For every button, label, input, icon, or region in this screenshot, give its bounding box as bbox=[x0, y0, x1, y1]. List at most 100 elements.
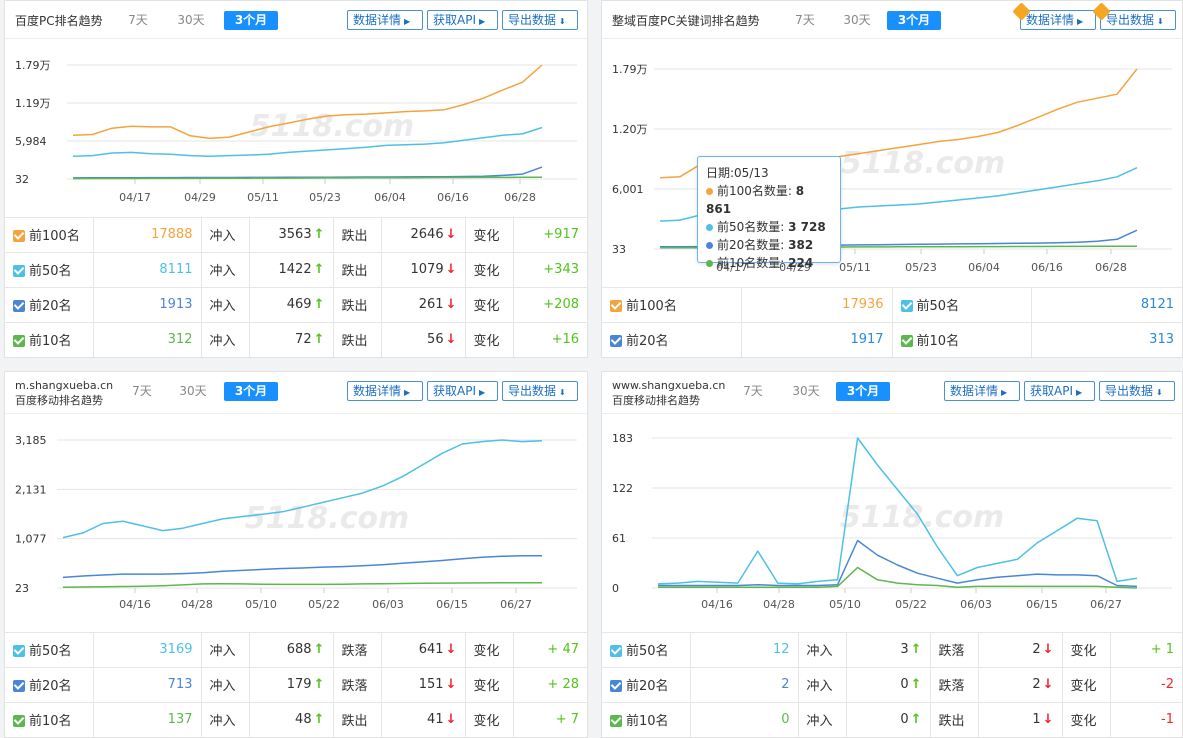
button-label: 导出数据 bbox=[508, 13, 557, 27]
out-label: 跌出 bbox=[333, 321, 382, 357]
tab-30d[interactable]: 30天 bbox=[177, 13, 205, 27]
get-api-button[interactable]: 获取API ▶ bbox=[427, 381, 498, 401]
grid-label: 前10名 bbox=[916, 334, 960, 350]
out-label: 跌落 bbox=[333, 666, 382, 702]
series-line-top10[interactable] bbox=[658, 566, 1138, 589]
panel-baidu-pc-trend: 百度PC排名趋势 7天 30天 3个月 数据详情 ▶ 获取API ▶ 导出数据 ⬇ 1… bbox=[4, 0, 588, 358]
change-label: 变化 bbox=[1062, 666, 1111, 702]
series-checkbox[interactable] bbox=[610, 645, 622, 657]
series-checkbox[interactable] bbox=[13, 645, 25, 657]
tab-3m[interactable]: 3个月 bbox=[224, 11, 278, 30]
series-checkbox[interactable] bbox=[610, 335, 622, 348]
tab-3m[interactable]: 3个月 bbox=[887, 11, 941, 30]
in-cell: 688 ↑ bbox=[249, 631, 334, 667]
series-line-top50[interactable] bbox=[62, 439, 543, 539]
x-tick-label: 06/03 bbox=[960, 598, 992, 611]
table-row: 前50名 3169 冲入 688 ↑ 跌落 641 ↓ 变化 + 47 bbox=[5, 631, 587, 667]
button-label: 数据详情 bbox=[950, 384, 999, 398]
tab-30d[interactable]: 30天 bbox=[792, 384, 820, 398]
arrow-up-icon: ↑ bbox=[313, 642, 325, 657]
arrow-down-icon: ↓ bbox=[445, 297, 457, 312]
grid-value: 8121 bbox=[1031, 286, 1182, 322]
out-value: 2 bbox=[1032, 642, 1041, 657]
change-label: 变化 bbox=[1062, 701, 1111, 737]
tab-30d[interactable]: 30天 bbox=[843, 13, 871, 27]
get-api-button[interactable]: 获取API ▶ bbox=[427, 10, 498, 30]
out-cell: 151 ↓ bbox=[381, 666, 466, 702]
series-line-top50[interactable] bbox=[72, 126, 543, 157]
triangle-right-icon: ▶ bbox=[1076, 388, 1083, 397]
row-value: 3169 bbox=[93, 631, 202, 667]
series-checkbox[interactable] bbox=[610, 300, 622, 312]
data-detail-button[interactable]: 数据详情 ▶ bbox=[347, 381, 423, 401]
export-data-button[interactable]: 导出数据 ⬇ bbox=[1092, 2, 1176, 30]
change-label: 变化 bbox=[465, 666, 514, 702]
arrow-up-icon: ↑ bbox=[910, 712, 922, 728]
series-checkbox[interactable] bbox=[13, 335, 25, 348]
tab-3m[interactable]: 3个月 bbox=[836, 382, 890, 401]
triangle-right-icon: ▶ bbox=[404, 17, 411, 26]
change-value: +917 bbox=[513, 216, 587, 252]
series-checkbox[interactable] bbox=[900, 300, 913, 312]
tab-7d[interactable]: 7天 bbox=[743, 384, 763, 398]
tooltip-value: 3 728 bbox=[788, 220, 826, 234]
y-tick-label: 2,131 bbox=[15, 483, 47, 496]
change-label: 变化 bbox=[465, 286, 514, 322]
data-detail-button[interactable]: 数据详情 ▶ bbox=[347, 10, 423, 30]
out-cell: 1 ↓ bbox=[978, 701, 1063, 737]
arrow-down-icon: ↓ bbox=[1042, 677, 1054, 692]
arrow-down-icon: ↓ bbox=[445, 642, 457, 657]
stats-table: 前50名 12 冲入 3 ↑ 跌落 2 ↓ 变化 + 1 前20名 2 冲入 0 ↑ 跌落 2 ↓ 变化 -2 前10名… bbox=[602, 631, 1182, 737]
in-value: 0 bbox=[900, 677, 909, 692]
series-line-top10[interactable] bbox=[62, 581, 542, 588]
series-line-top50[interactable] bbox=[657, 437, 1138, 585]
series-checkbox[interactable] bbox=[13, 680, 25, 692]
series-line-top10[interactable] bbox=[72, 176, 543, 180]
series-line-top20[interactable] bbox=[658, 539, 1138, 588]
series-line-top20[interactable] bbox=[62, 554, 543, 579]
out-label: 跌出 bbox=[333, 286, 382, 322]
trend-chart: 1.79万 1.20万 6,001 33 04/17 04/29 05/11 05/23 06/… bbox=[612, 63, 1172, 274]
row-label-cell: 前50名 bbox=[5, 251, 94, 287]
series-checkbox[interactable] bbox=[900, 335, 913, 348]
chart-tooltip: 日期:05/13 前100名数量: 8 861 前50名数量: 3 728 前2… bbox=[697, 156, 841, 270]
arrow-up-icon: ↑ bbox=[313, 332, 325, 348]
x-tick-label: 06/27 bbox=[1090, 598, 1122, 611]
series-checkbox[interactable] bbox=[13, 715, 25, 728]
y-tick-label: 32 bbox=[15, 173, 29, 186]
out-label: 跌落 bbox=[333, 631, 382, 667]
arrow-up-icon: ↑ bbox=[910, 677, 922, 692]
series-checkbox[interactable] bbox=[610, 680, 622, 692]
series-checkbox[interactable] bbox=[13, 265, 25, 277]
series-checkbox[interactable] bbox=[13, 230, 25, 242]
data-detail-button[interactable]: 数据详情 ▶ bbox=[1012, 2, 1096, 30]
tab-7d[interactable]: 7天 bbox=[795, 13, 815, 27]
export-data-button[interactable]: 导出数据 ⬇ bbox=[502, 381, 578, 401]
panel-title: 百度PC排名趋势 bbox=[15, 14, 103, 28]
triangle-right-icon: ▶ bbox=[1001, 388, 1008, 397]
in-label: 冲入 bbox=[201, 666, 250, 702]
tab-3m[interactable]: 3个月 bbox=[224, 382, 278, 401]
grid-label-cell: 前20名 bbox=[602, 321, 743, 357]
arrow-down-icon: ↓ bbox=[445, 262, 457, 277]
tab-7d[interactable]: 7天 bbox=[132, 384, 152, 398]
export-data-button[interactable]: 导出数据 ⬇ bbox=[502, 10, 578, 30]
change-label: 变化 bbox=[1062, 631, 1111, 667]
data-detail-button[interactable]: 数据详情 ▶ bbox=[944, 381, 1020, 401]
series-line-top100[interactable] bbox=[72, 64, 543, 140]
series-checkbox[interactable] bbox=[13, 300, 25, 312]
tab-7d[interactable]: 7天 bbox=[128, 13, 148, 27]
get-api-button[interactable]: 获取API ▶ bbox=[1024, 381, 1095, 401]
row-label: 前10名 bbox=[626, 714, 669, 730]
table-row: 前50名 8111 冲入 1422 ↑ 跌出 1079 ↓ 变化 +343 bbox=[5, 251, 587, 287]
series-line-top20[interactable] bbox=[72, 166, 543, 179]
out-label: 跌出 bbox=[333, 701, 382, 737]
arrow-down-icon: ↓ bbox=[445, 677, 457, 692]
button-label: 获取API bbox=[433, 13, 476, 27]
row-label: 前50名 bbox=[29, 264, 72, 279]
series-checkbox[interactable] bbox=[610, 715, 622, 728]
tab-30d[interactable]: 30天 bbox=[179, 384, 207, 398]
out-cell: 41 ↓ bbox=[381, 701, 466, 737]
export-data-button[interactable]: 导出数据 ⬇ bbox=[1099, 381, 1175, 401]
out-value: 1079 bbox=[410, 262, 444, 277]
